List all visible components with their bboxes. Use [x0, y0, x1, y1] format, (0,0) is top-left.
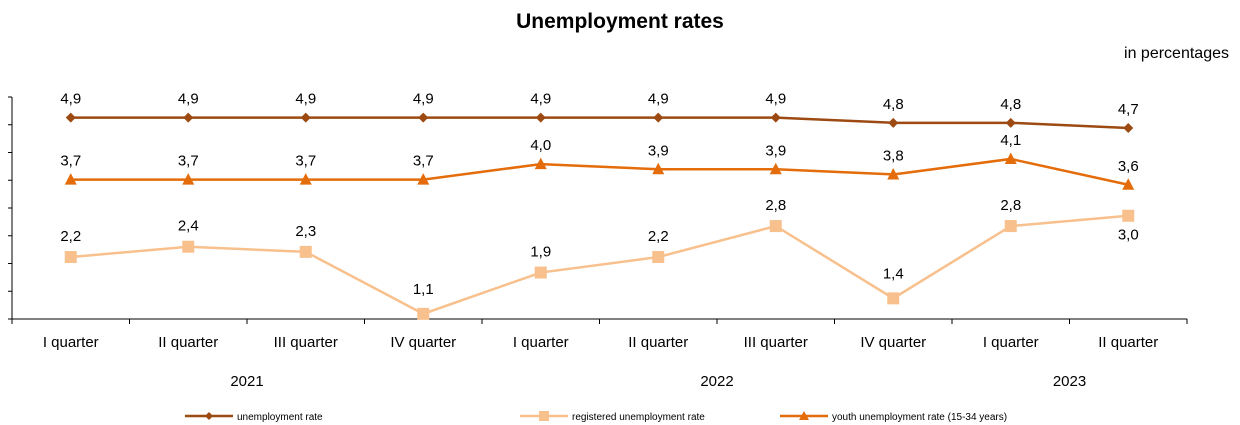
legend-label: youth unemployment rate (15-34 years) — [832, 412, 1007, 423]
data-label: 4,9 — [530, 91, 551, 108]
x-tick-label: III quarter — [274, 334, 338, 351]
year-label: 2023 — [1053, 373, 1086, 390]
data-label: 2,8 — [1000, 197, 1021, 214]
series-layer — [64, 112, 1135, 320]
data-label: 4,9 — [295, 91, 316, 108]
data-point-triangle — [417, 173, 430, 185]
data-label: 2,8 — [765, 197, 786, 214]
x-tick-label: III quarter — [744, 334, 808, 351]
data-label: 3,9 — [765, 142, 786, 159]
year-label: 2021 — [230, 373, 263, 390]
data-label: 2,4 — [178, 218, 199, 235]
x-tick-label: IV quarter — [860, 334, 926, 351]
data-point-square — [652, 251, 665, 264]
x-tick-label: II quarter — [628, 334, 688, 351]
data-labels: 4,9 4,9 4,9 4,9 4,9 4,9 4,9 4,8 4,8 4,7 2,2 2,4 2,3 1… — [60, 91, 1138, 298]
series-2 — [64, 209, 1135, 320]
data-point-triangle — [1004, 152, 1017, 164]
data-label: 3,7 — [60, 153, 81, 170]
legend-item: registered unemployment rate — [520, 411, 705, 423]
series-line — [70, 116, 1129, 130]
data-point-diamond — [1005, 117, 1016, 128]
data-point-square — [299, 245, 312, 258]
axes: I quarter II quarter III quarter IV quarter… — [8, 96, 1188, 390]
data-label: 4,8 — [1000, 96, 1021, 113]
legend-marker — [799, 411, 809, 420]
data-label: 3,7 — [178, 153, 199, 170]
data-label: 1,1 — [413, 281, 434, 298]
data-label: 3,6 — [1118, 158, 1139, 175]
legend-label: unemployment rate — [237, 412, 323, 423]
data-label: 1,9 — [530, 244, 551, 261]
data-point-triangle — [299, 173, 312, 185]
data-label: 3,7 — [295, 153, 316, 170]
data-point-square — [887, 292, 900, 305]
data-point-diamond — [1123, 122, 1134, 133]
data-label: 3,7 — [413, 153, 434, 170]
data-point-diamond — [770, 112, 781, 123]
data-point-square — [64, 251, 77, 264]
legend-item: youth unemployment rate (15-34 years) — [780, 411, 1007, 423]
data-label: 4,7 — [1118, 101, 1139, 118]
data-point-diamond — [653, 112, 664, 123]
data-label: 3,0 — [1118, 227, 1139, 244]
x-tick-label: II quarter — [158, 334, 218, 351]
x-tick-label: II quarter — [1098, 334, 1158, 351]
data-label: 4,9 — [765, 91, 786, 108]
x-tick-label: I quarter — [513, 334, 569, 351]
year-label: 2022 — [700, 373, 733, 390]
data-point-diamond — [418, 112, 429, 123]
data-label: 4,8 — [883, 96, 904, 113]
data-point-triangle — [534, 157, 547, 170]
data-label: 1,4 — [883, 265, 904, 282]
data-point-diamond — [888, 117, 899, 128]
data-label: 4,1 — [1000, 132, 1021, 149]
chart-subtitle: in percentages — [1124, 45, 1229, 62]
data-label: 3,8 — [883, 147, 904, 164]
data-point-diamond — [535, 112, 546, 123]
chart-title: Unemployment rates — [516, 10, 724, 33]
data-point-triangle — [64, 173, 77, 185]
data-point-square — [1004, 220, 1017, 233]
x-tick-label: I quarter — [43, 334, 99, 351]
data-label: 4,9 — [648, 91, 669, 108]
data-point-square — [534, 266, 547, 279]
data-point-diamond — [65, 112, 76, 123]
series-line — [70, 214, 1129, 316]
data-point-square — [182, 240, 195, 253]
data-label: 4,9 — [413, 91, 434, 108]
x-tick-label: I quarter — [983, 334, 1039, 351]
legend-marker — [539, 411, 549, 421]
data-label: 2,2 — [648, 228, 669, 245]
data-point-triangle — [769, 162, 782, 175]
data-label: 4,0 — [530, 137, 551, 154]
series-3 — [64, 152, 1135, 190]
data-point-triangle — [182, 173, 195, 185]
legend: unemployment rate registered unemployment… — [185, 411, 1007, 423]
data-point-square — [1122, 209, 1135, 222]
data-label: 4,9 — [60, 91, 81, 108]
series-line — [70, 157, 1129, 186]
data-point-triangle — [887, 167, 900, 180]
data-point-triangle — [652, 162, 665, 175]
x-tick-label: IV quarter — [390, 334, 456, 351]
data-point-triangle — [1122, 178, 1135, 190]
data-label: 3,9 — [648, 142, 669, 159]
data-point-square — [769, 220, 782, 233]
legend-item: unemployment rate — [185, 412, 323, 423]
data-point-diamond — [300, 112, 311, 123]
data-label: 2,3 — [295, 223, 316, 240]
legend-marker — [205, 412, 213, 420]
data-point-diamond — [183, 112, 194, 123]
data-label: 4,9 — [178, 91, 199, 108]
series-1 — [65, 112, 1134, 133]
data-point-square — [417, 307, 430, 320]
data-label: 2,2 — [60, 228, 81, 245]
legend-label: registered unemployment rate — [572, 412, 705, 423]
